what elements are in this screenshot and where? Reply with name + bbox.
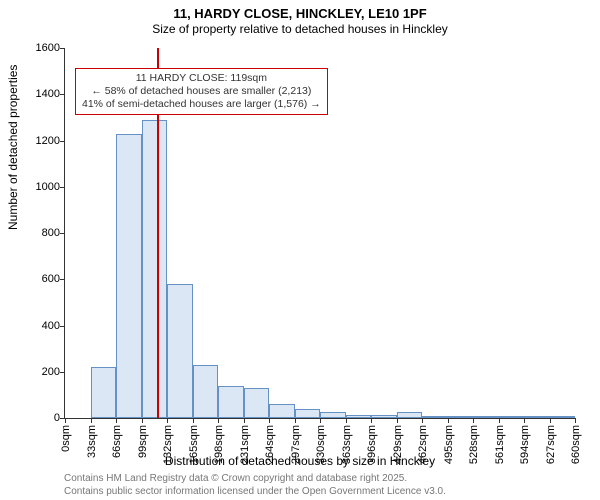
histogram-bar <box>167 284 193 418</box>
marker-annotation: 11 HARDY CLOSE: 119sqm ← 58% of detached… <box>75 68 328 115</box>
xtick-label: 660sqm <box>570 425 582 464</box>
xtick-mark <box>142 418 143 423</box>
xtick-label: 66sqm <box>111 425 123 458</box>
histogram-bar <box>473 416 499 418</box>
plot-area: 11 HARDY CLOSE: 119sqm ← 58% of detached… <box>64 48 575 419</box>
attribution-line2: Contains public sector information licen… <box>64 486 446 499</box>
histogram-bar <box>142 120 168 418</box>
xtick-mark <box>371 418 372 423</box>
xtick-mark <box>473 418 474 423</box>
xtick-mark <box>575 418 576 423</box>
attribution: Contains HM Land Registry data © Crown c… <box>64 473 446 498</box>
histogram-bar <box>193 365 219 418</box>
chart-title: 11, HARDY CLOSE, HINCKLEY, LE10 1PF <box>0 0 600 21</box>
xtick-label: 264sqm <box>264 425 276 464</box>
histogram-bar <box>397 412 423 418</box>
chart-container: 11, HARDY CLOSE, HINCKLEY, LE10 1PF Size… <box>0 0 600 500</box>
histogram-bar <box>218 386 244 418</box>
xtick-mark <box>320 418 321 423</box>
xtick-mark <box>218 418 219 423</box>
y-axis-label: Number of detached properties <box>6 65 20 230</box>
xtick-label: 0sqm <box>60 425 72 452</box>
ytick-mark <box>60 372 65 373</box>
xtick-mark <box>116 418 117 423</box>
xtick-mark <box>91 418 92 423</box>
xtick-label: 561sqm <box>494 425 506 464</box>
histogram-bar <box>91 367 117 418</box>
ytick-label: 600 <box>42 273 60 285</box>
xtick-label: 33sqm <box>86 425 98 458</box>
annotation-line1: 11 HARDY CLOSE: 119sqm <box>82 72 321 85</box>
histogram-bar <box>346 415 372 418</box>
ytick-label: 1400 <box>36 88 60 100</box>
ytick-label: 400 <box>42 320 60 332</box>
attribution-line1: Contains HM Land Registry data © Crown c… <box>64 473 446 486</box>
xtick-mark <box>269 418 270 423</box>
xtick-label: 528sqm <box>468 425 480 464</box>
xtick-label: 330sqm <box>315 425 327 464</box>
xtick-label: 231sqm <box>239 425 251 464</box>
xtick-mark <box>193 418 194 423</box>
ytick-mark <box>60 48 65 49</box>
histogram-bar <box>116 134 142 418</box>
xtick-label: 396sqm <box>366 425 378 464</box>
xtick-mark <box>397 418 398 423</box>
histogram-bar <box>244 388 270 418</box>
ytick-mark <box>60 141 65 142</box>
xtick-mark <box>244 418 245 423</box>
ytick-mark <box>60 187 65 188</box>
histogram-bar <box>448 416 474 418</box>
histogram-bar <box>422 416 448 418</box>
xtick-mark <box>550 418 551 423</box>
xtick-label: 462sqm <box>417 425 429 464</box>
ytick-mark <box>60 233 65 234</box>
xtick-label: 363sqm <box>341 425 353 464</box>
annotation-line3: 41% of semi-detached houses are larger (… <box>82 98 321 111</box>
histogram-bar <box>295 409 321 418</box>
xtick-mark <box>346 418 347 423</box>
xtick-mark <box>295 418 296 423</box>
histogram-bar <box>499 416 525 418</box>
xtick-mark <box>65 418 66 423</box>
xtick-label: 495sqm <box>443 425 455 464</box>
ytick-mark <box>60 326 65 327</box>
xtick-label: 627sqm <box>545 425 557 464</box>
xtick-label: 297sqm <box>290 425 302 464</box>
ytick-label: 0 <box>54 412 60 424</box>
ytick-label: 1600 <box>36 42 60 54</box>
ytick-label: 800 <box>42 227 60 239</box>
xtick-label: 99sqm <box>137 425 149 458</box>
histogram-bar <box>524 416 550 418</box>
xtick-label: 198sqm <box>213 425 225 464</box>
xtick-label: 132sqm <box>162 425 174 464</box>
xtick-label: 165sqm <box>188 425 200 464</box>
histogram-bar <box>550 416 576 418</box>
ytick-label: 200 <box>42 366 60 378</box>
ytick-mark <box>60 279 65 280</box>
annotation-line2: ← 58% of detached houses are smaller (2,… <box>82 85 321 98</box>
xtick-mark <box>499 418 500 423</box>
histogram-bar <box>320 412 346 418</box>
xtick-label: 594sqm <box>519 425 531 464</box>
chart-subtitle: Size of property relative to detached ho… <box>0 22 600 36</box>
xtick-mark <box>448 418 449 423</box>
histogram-bar <box>269 404 295 418</box>
xtick-label: 429sqm <box>392 425 404 464</box>
xtick-mark <box>524 418 525 423</box>
ytick-label: 1000 <box>36 181 60 193</box>
ytick-label: 1200 <box>36 135 60 147</box>
xtick-mark <box>422 418 423 423</box>
xtick-mark <box>167 418 168 423</box>
ytick-mark <box>60 94 65 95</box>
histogram-bar <box>371 415 397 418</box>
